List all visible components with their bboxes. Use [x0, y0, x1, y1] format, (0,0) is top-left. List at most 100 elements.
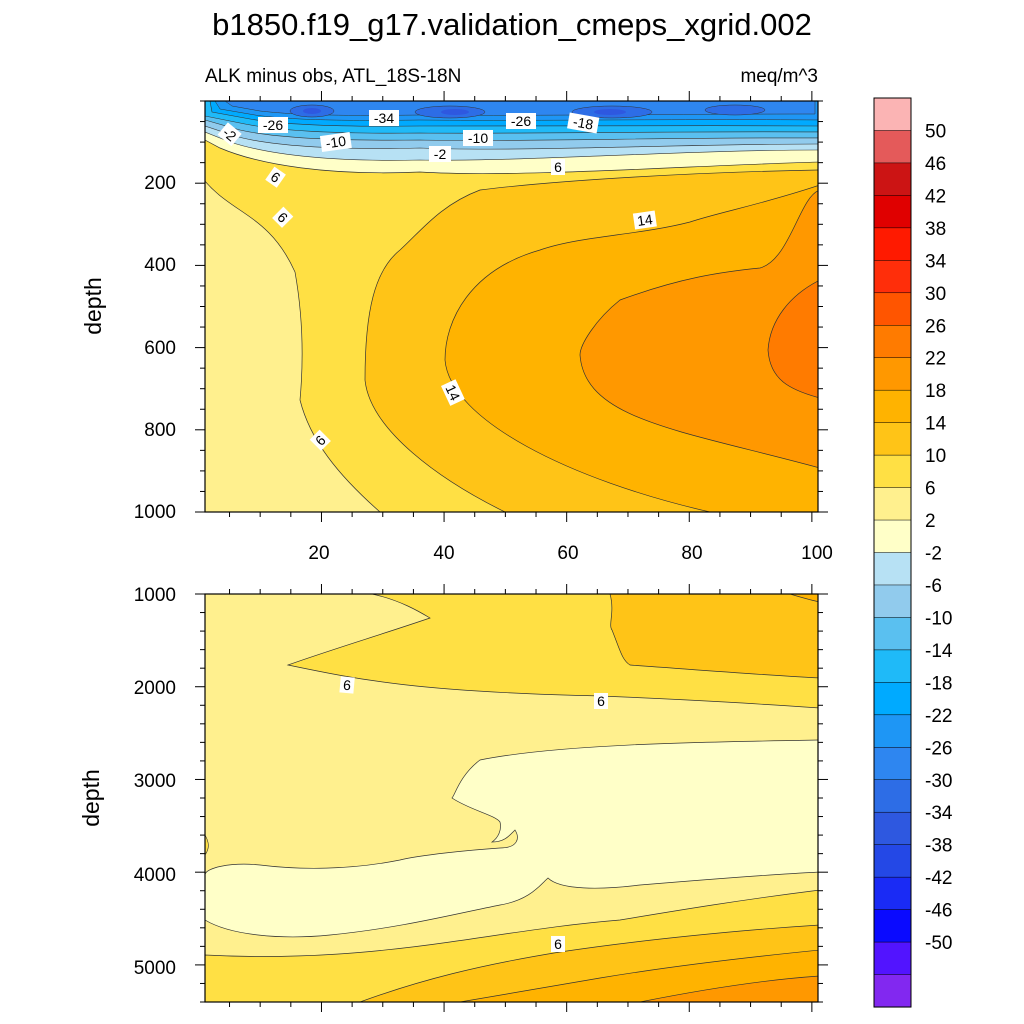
colorbar-swatch: [873, 519, 912, 554]
colorbar-label: -22: [925, 706, 952, 727]
colorbar-label: 6: [925, 479, 936, 500]
colorbar-label: -26: [925, 738, 952, 759]
bottom-y-tick-label: 2000: [134, 678, 176, 699]
colorbar-swatch: [873, 389, 912, 424]
colorbar-label: 34: [925, 251, 947, 272]
colorbar-swatch: [873, 876, 912, 911]
colorbar-swatch: [873, 260, 912, 294]
colorbar-label: 26: [925, 316, 946, 337]
bottom-y-tick-label: 3000: [134, 771, 176, 792]
colorbar-swatch: [873, 747, 912, 781]
top-y-tick-label: 200: [144, 173, 176, 194]
colorbar-label: 14: [925, 414, 947, 435]
colorbar-swatch: [873, 487, 912, 521]
colorbar-swatch: [873, 552, 912, 586]
bottom-y-tick-label: 1000: [134, 585, 176, 606]
bottom-panel-fills: [205, 594, 818, 1002]
top-ticks: [195, 91, 828, 522]
bottom-ticks: [195, 584, 828, 1012]
bottom-panel: 1000 2000 3000 4000 5000 depth 6 6 6: [78, 584, 828, 1012]
colorbar-label: -6: [925, 576, 942, 597]
top-y-tick-label: 600: [144, 338, 176, 359]
colorbar-swatch: [873, 682, 912, 716]
x-tick-label: 40: [433, 543, 454, 564]
colorbar-swatch: [873, 130, 912, 164]
fill-spot-minus-38-c: [594, 109, 626, 115]
chart-subtitle-left: ALK minus obs, ATL_18S-18N: [205, 66, 461, 87]
x-tick-label: 100: [801, 543, 833, 564]
colorbar-label: -38: [925, 836, 952, 857]
fill-band-18: [579, 190, 818, 468]
colorbar-label: -34: [925, 803, 953, 824]
colorbar-label: 42: [925, 186, 946, 207]
colorbar-swatch: [873, 357, 912, 391]
colorbar-swatch: [873, 584, 912, 618]
colorbar-label: 18: [925, 381, 946, 402]
contour-label: -18: [572, 113, 595, 132]
contour-label: 14: [442, 382, 463, 403]
colorbar-swatch: [873, 811, 912, 846]
contour-label: 6: [597, 693, 605, 709]
x-tick-label: 80: [681, 543, 702, 564]
top-y-axis-label: depth: [80, 277, 106, 335]
contour-label: 6: [554, 159, 562, 175]
fill-band-10-top: [609, 594, 818, 679]
colorbar-label: 10: [925, 446, 946, 467]
fill-band-14-corner: [789, 594, 818, 602]
x-tick-labels: 20 40 60 80 100: [308, 543, 832, 564]
chart-title: b1850.f19_g17.validation_cmeps_xgrid.002: [212, 7, 812, 42]
bottom-y-tick-label: 5000: [134, 958, 176, 979]
contour-label: 14: [636, 211, 654, 229]
contour-label: -34: [374, 110, 394, 126]
colorbar-swatch: [873, 617, 912, 651]
colorbar: 50 46 42 38 34 30 26 22 18 14 10 6 2 -2 -6 -10 -14 -18 -22…: [873, 97, 953, 1008]
colorbar-label: -18: [925, 673, 952, 694]
chart-units: meq/m^3: [740, 66, 818, 87]
fill-band-22: [767, 280, 818, 398]
colorbar-label: -14: [925, 641, 953, 662]
colorbar-swatch: [873, 227, 912, 261]
colorbar-swatch: [873, 162, 912, 196]
colorbar-label: -30: [925, 771, 952, 792]
fill-band-minus-2: [205, 739, 818, 938]
colorbar-swatch: [873, 292, 912, 326]
top-contour-labels: -2 -26 -34 -10 -10 -2 -26 -18 6 6 6 14 1…: [217, 110, 657, 451]
colorbar-label: 38: [925, 219, 946, 240]
contour-label: 6: [554, 936, 562, 952]
fill-band-18-bottom: [639, 975, 818, 1002]
top-y-tick-label: 800: [144, 420, 176, 441]
top-panel-fills: [205, 101, 818, 512]
colorbar-swatch: [873, 422, 912, 456]
colorbar-swatch: [873, 195, 912, 229]
colorbar-label: -42: [925, 868, 952, 889]
colorbar-label: 2: [925, 511, 936, 532]
fill-spot-minus-34-d: [704, 104, 766, 116]
colorbar-label: 46: [925, 154, 946, 175]
top-y-tick-label: 1000: [134, 502, 176, 523]
colorbar-swatch: [873, 714, 912, 748]
contour-label: 6: [343, 677, 352, 694]
x-tick-label: 20: [308, 543, 329, 564]
contour-label: -26: [263, 117, 283, 133]
fill-spot-minus-38-a: [303, 108, 321, 114]
colorbar-swatch: [873, 941, 912, 976]
colorbar-swatch: [873, 649, 912, 683]
colorbar-swatch: [873, 97, 912, 132]
colorbar-swatch: [873, 974, 912, 1008]
colorbar-label: -46: [925, 901, 952, 922]
contour-label: -10: [468, 130, 488, 146]
x-tick-label: 60: [557, 543, 578, 564]
contour-label: -2: [434, 146, 447, 162]
top-y-tick-labels: 200 400 600 800 1000: [134, 173, 176, 523]
bottom-contour-labels: 6 6 6: [339, 676, 608, 952]
colorbar-label: -10: [925, 608, 952, 629]
top-y-tick-label: 400: [144, 255, 176, 276]
colorbar-frame: [873, 97, 912, 1008]
bottom-y-tick-label: 4000: [134, 865, 176, 886]
colorbar-label: 50: [925, 121, 946, 142]
colorbar-swatch: [873, 325, 912, 359]
colorbar-label: 30: [925, 284, 946, 305]
contour-label: -26: [511, 113, 531, 129]
top-panel: 200 400 600 800 1000 depth 20 40 60 80 1…: [80, 91, 833, 564]
